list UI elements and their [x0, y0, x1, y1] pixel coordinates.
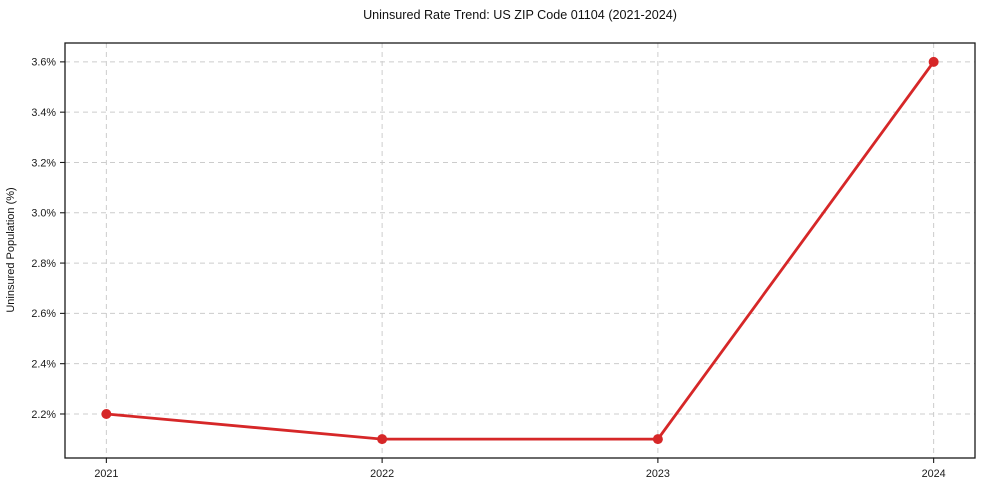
- y-tick-label: 3.4%: [31, 107, 56, 119]
- x-tick-label: 2023: [646, 468, 670, 480]
- y-tick-label: 3.6%: [31, 57, 56, 69]
- y-tick-label: 3.2%: [31, 157, 56, 169]
- y-tick-label: 3.0%: [31, 208, 56, 220]
- y-tick-label: 2.4%: [31, 358, 56, 370]
- data-point: [928, 56, 939, 67]
- y-tick-label: 2.2%: [31, 409, 56, 421]
- trend-line: [104, 60, 936, 441]
- x-tick-label: 2021: [94, 468, 118, 480]
- y-tick-label: 2.6%: [31, 308, 56, 320]
- plot-frame: [64, 42, 976, 459]
- x-tick-label: 2022: [370, 468, 394, 480]
- data-point: [377, 434, 388, 445]
- plot-area: 2.2% 2.4% 2.6% 2.8% 3.0% 3.2% 3.4% 3.6% 2021 2022…: [31, 42, 976, 480]
- x-tick-label: 2024: [922, 468, 946, 480]
- chart-title: Uninsured Rate Trend: US ZIP Code 01104 …: [363, 8, 677, 22]
- y-axis-label: Uninsured Population (%): [5, 187, 17, 312]
- data-point: [101, 408, 112, 419]
- y-tick-label: 2.8%: [31, 258, 56, 270]
- data-point: [652, 434, 663, 445]
